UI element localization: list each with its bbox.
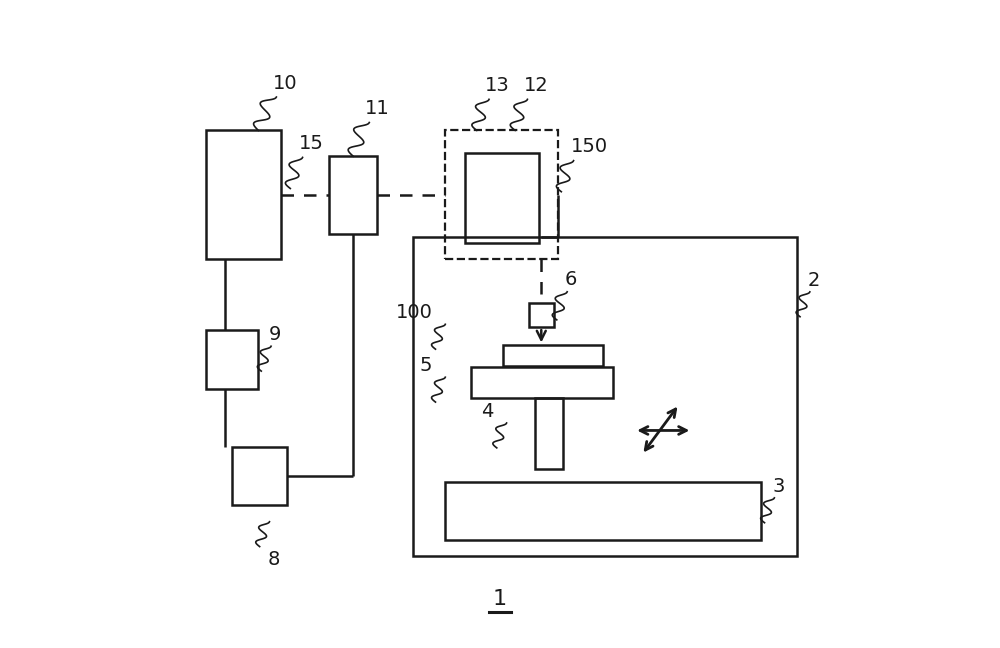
Bar <box>465 153 539 244</box>
Bar <box>471 367 613 399</box>
Bar <box>329 156 377 234</box>
Text: 100: 100 <box>395 303 432 322</box>
Bar <box>232 446 287 505</box>
Text: 9: 9 <box>269 325 281 344</box>
Text: 13: 13 <box>485 76 510 95</box>
Bar <box>503 345 603 366</box>
Bar <box>529 303 554 327</box>
Bar <box>413 237 797 556</box>
Text: 1: 1 <box>493 589 507 609</box>
Text: 2: 2 <box>808 271 820 290</box>
Text: 15: 15 <box>299 134 324 153</box>
Bar <box>445 482 761 540</box>
Text: 12: 12 <box>524 76 548 95</box>
Text: 150: 150 <box>571 137 608 156</box>
Text: 4: 4 <box>481 402 494 421</box>
Bar <box>206 130 281 259</box>
Text: 6: 6 <box>565 270 577 289</box>
Text: 3: 3 <box>772 477 785 496</box>
Text: 5: 5 <box>420 356 432 375</box>
Bar <box>206 330 258 389</box>
Text: 8: 8 <box>267 550 280 569</box>
Text: 11: 11 <box>365 98 390 117</box>
Text: 10: 10 <box>273 74 297 93</box>
Bar <box>535 399 563 469</box>
Bar <box>445 130 558 259</box>
